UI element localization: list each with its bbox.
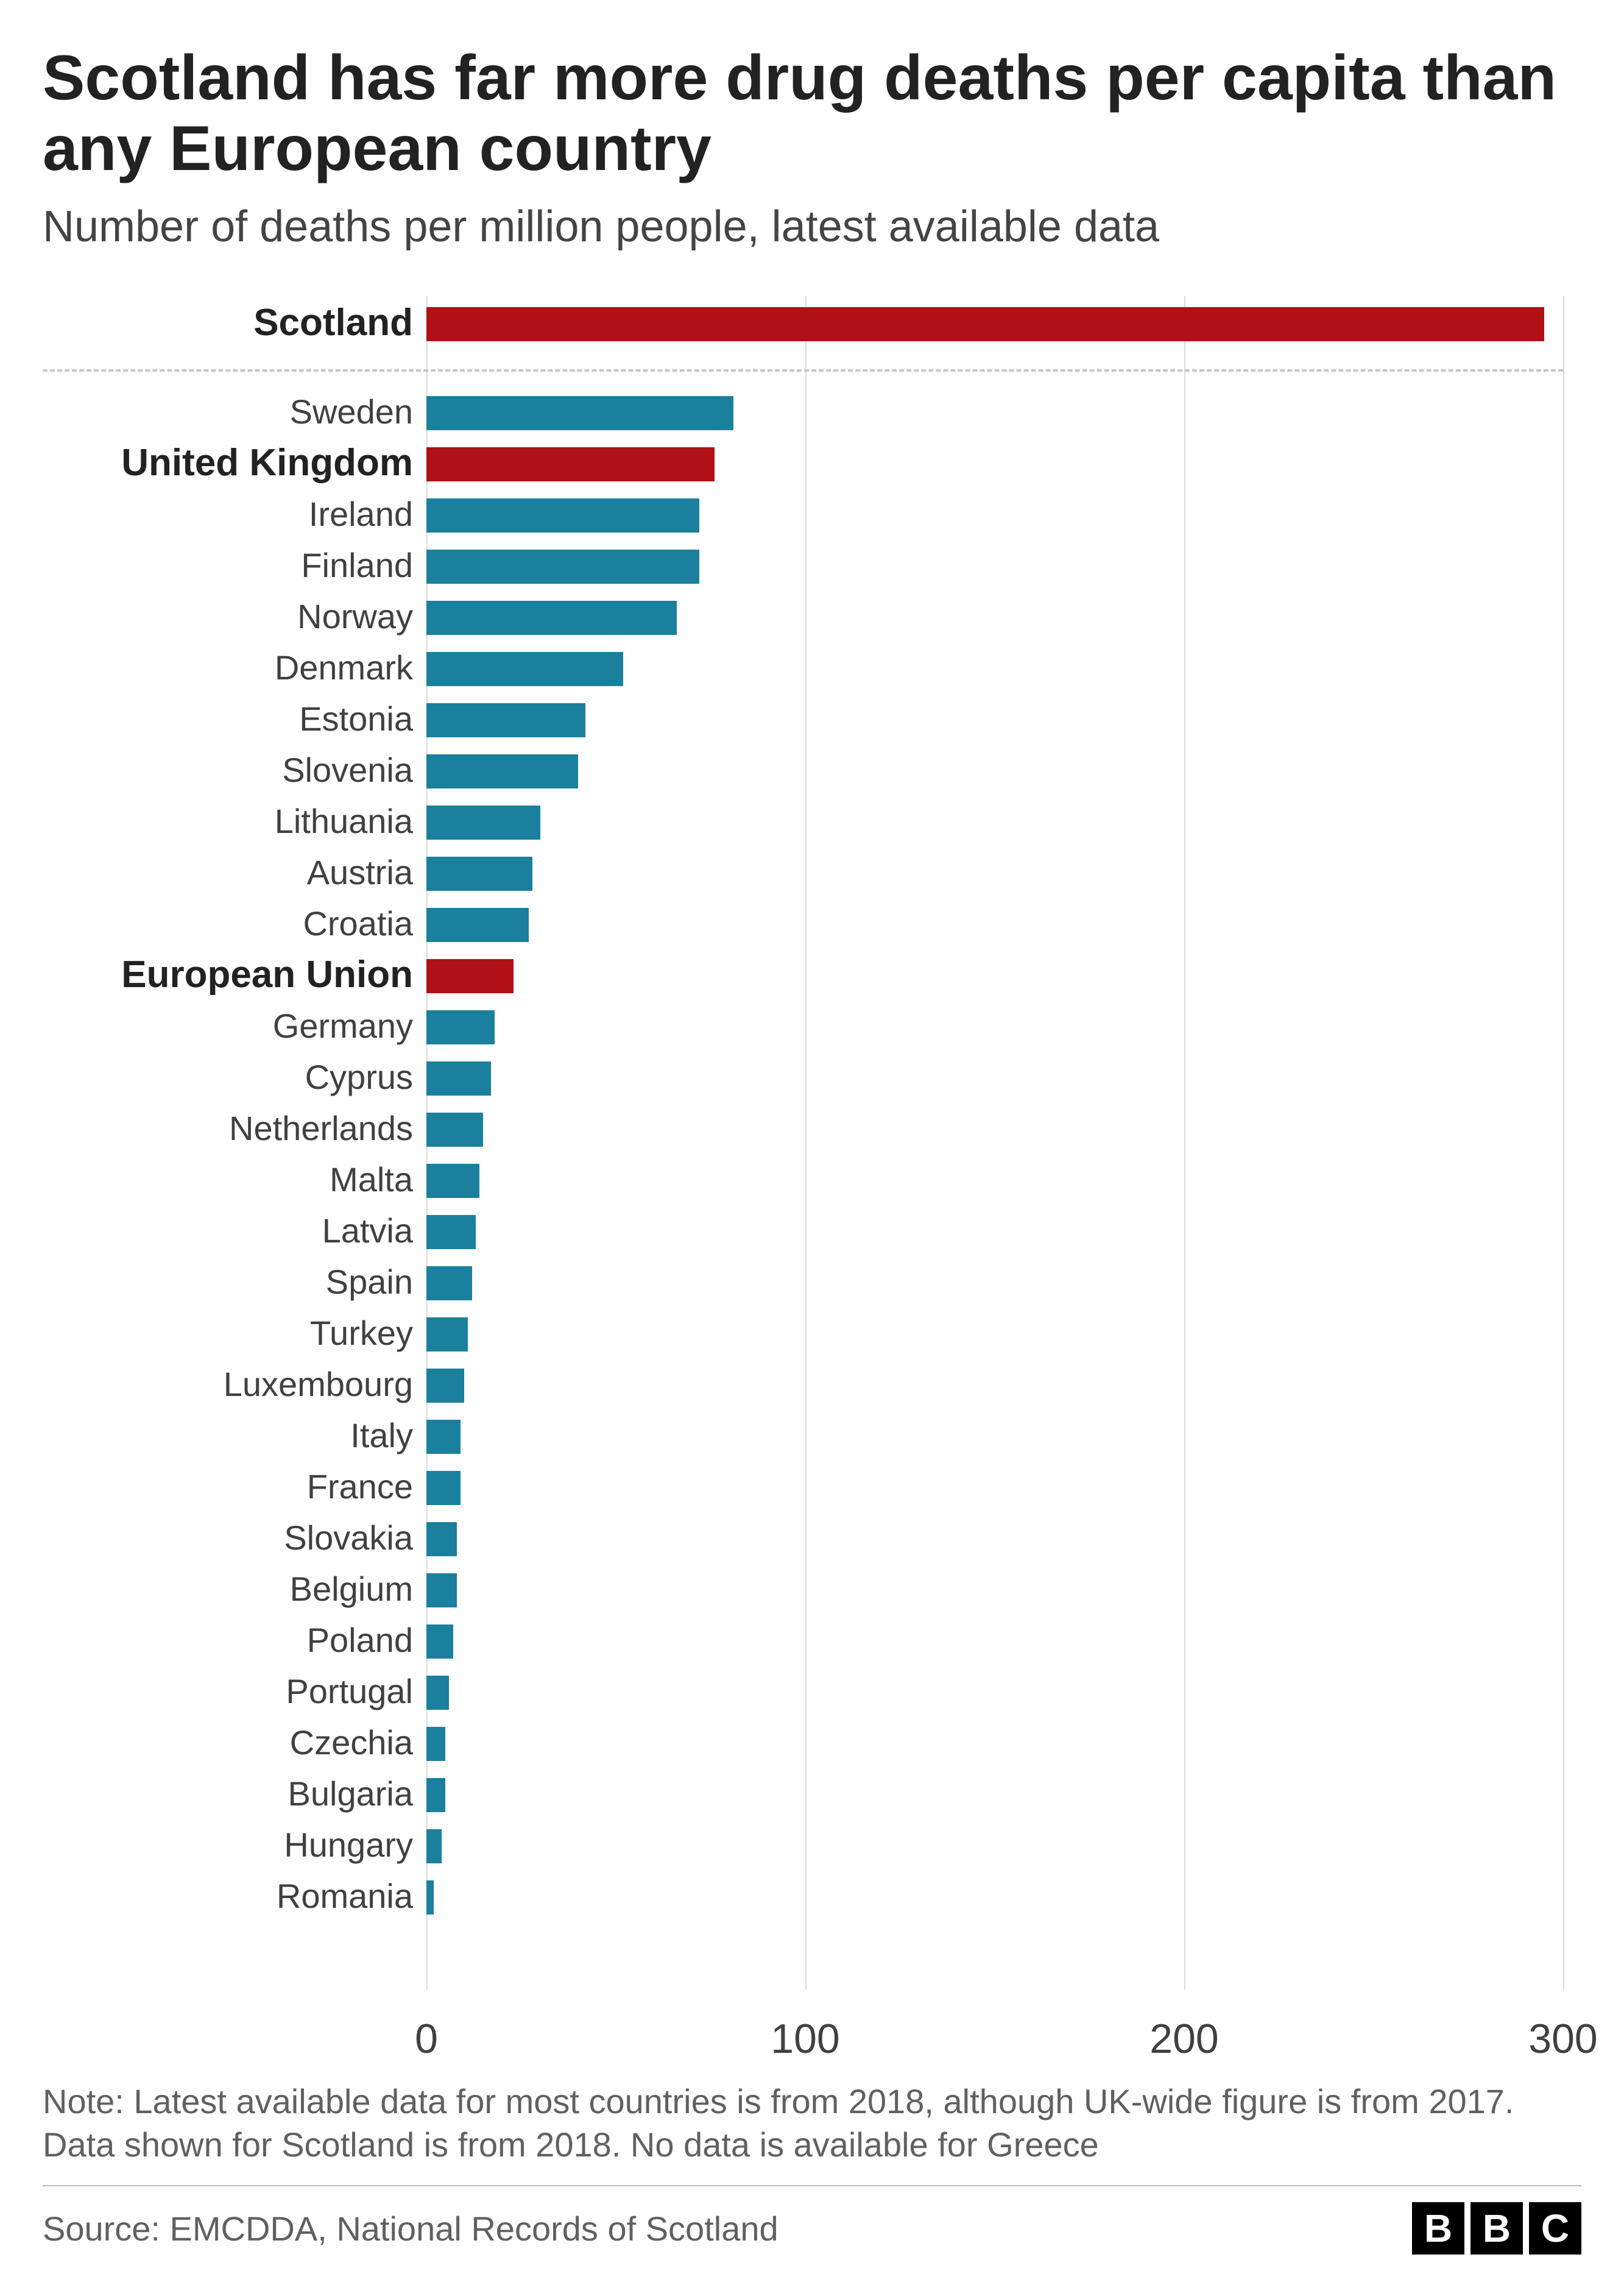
bar — [426, 1010, 495, 1044]
gridline — [1184, 296, 1185, 1989]
bar — [426, 857, 532, 891]
bar — [426, 601, 677, 635]
bar — [426, 1676, 449, 1710]
gridline — [1563, 296, 1564, 1989]
chart-subtitle: Number of deaths per million people, lat… — [43, 202, 1581, 252]
bar — [426, 1573, 457, 1607]
bar — [426, 1624, 453, 1659]
bar — [426, 959, 514, 993]
bar — [426, 1113, 483, 1147]
source-text: Source: EMCDDA, National Records of Scot… — [43, 2209, 778, 2248]
bar — [426, 1778, 445, 1812]
plot-area: 0100200300 — [426, 296, 1563, 2063]
page-title: Scotland has far more drug deaths per ca… — [43, 43, 1581, 185]
bar — [426, 1471, 461, 1505]
bar — [426, 1164, 479, 1198]
bbc-logo: BBC — [1412, 2202, 1581, 2255]
bar — [426, 1420, 461, 1454]
gridline — [805, 296, 807, 1989]
bar-chart: ScotlandSwedenUnited KingdomIrelandFinla… — [43, 296, 1581, 2063]
bar — [426, 1727, 445, 1761]
bar — [426, 652, 623, 686]
bar — [426, 703, 585, 737]
bar — [426, 396, 733, 430]
bbc-logo-block: B — [1470, 2202, 1523, 2255]
chart-note: Note: Latest available data for most cou… — [43, 2080, 1581, 2186]
bar — [426, 806, 540, 840]
bar — [426, 1061, 491, 1096]
y-axis-labels: ScotlandSwedenUnited KingdomIrelandFinla… — [43, 296, 426, 2063]
bar — [426, 307, 1544, 341]
bbc-logo-block: C — [1529, 2202, 1581, 2255]
bar — [426, 908, 529, 942]
chart-footer: Source: EMCDDA, National Records of Scot… — [43, 2186, 1581, 2255]
x-axis-label: 200 — [1149, 2015, 1218, 2063]
bar — [426, 1369, 464, 1403]
bar — [426, 754, 578, 788]
bbc-logo-block: B — [1412, 2202, 1464, 2255]
bar — [426, 1266, 472, 1300]
bar — [426, 1215, 476, 1249]
x-axis-label: 300 — [1528, 2015, 1597, 2063]
bar — [426, 1829, 442, 1863]
bar — [426, 498, 699, 533]
x-axis-label: 100 — [771, 2015, 839, 2063]
bar — [426, 550, 699, 584]
x-axis-label: 0 — [415, 2015, 438, 2063]
separator-line — [43, 369, 1563, 372]
bar — [426, 1317, 468, 1352]
chart-container: Scotland has far more drug deaths per ca… — [0, 0, 1624, 2285]
bar — [426, 447, 715, 481]
bar — [426, 1880, 434, 1915]
bar — [426, 1522, 457, 1556]
